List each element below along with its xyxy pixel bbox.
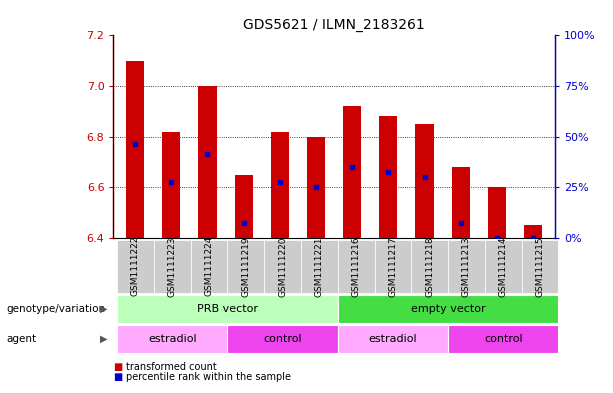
- Text: estradiol: estradiol: [368, 334, 417, 344]
- Text: GSM1111220: GSM1111220: [278, 236, 287, 296]
- Text: GSM1111213: GSM1111213: [462, 236, 471, 297]
- Text: ■: ■: [113, 362, 123, 372]
- Text: control: control: [263, 334, 302, 344]
- Text: transformed count: transformed count: [126, 362, 216, 372]
- Bar: [199, 86, 216, 238]
- Text: GSM1111221: GSM1111221: [315, 236, 324, 296]
- Bar: [235, 174, 253, 238]
- Bar: [452, 167, 470, 238]
- Bar: [307, 136, 325, 238]
- Text: GSM1111215: GSM1111215: [536, 236, 544, 297]
- Text: GSM1111217: GSM1111217: [389, 236, 397, 297]
- Bar: [524, 225, 542, 238]
- Text: agent: agent: [6, 334, 36, 344]
- Text: GSM1111216: GSM1111216: [352, 236, 360, 297]
- Text: empty vector: empty vector: [411, 304, 485, 314]
- Bar: [343, 106, 361, 238]
- Bar: [271, 132, 289, 238]
- Bar: [416, 124, 433, 238]
- Text: ▶: ▶: [100, 334, 107, 344]
- Text: GSM1111224: GSM1111224: [205, 236, 213, 296]
- Text: estradiol: estradiol: [148, 334, 197, 344]
- Bar: [488, 187, 506, 238]
- Bar: [126, 61, 144, 238]
- Text: percentile rank within the sample: percentile rank within the sample: [126, 372, 291, 382]
- Text: GSM1111218: GSM1111218: [425, 236, 434, 297]
- Bar: [379, 116, 397, 238]
- Text: PRB vector: PRB vector: [197, 304, 258, 314]
- Text: ▶: ▶: [100, 304, 107, 314]
- Text: GSM1111219: GSM1111219: [242, 236, 250, 297]
- Text: GSM1111222: GSM1111222: [131, 236, 140, 296]
- Text: genotype/variation: genotype/variation: [6, 304, 105, 314]
- Text: GSM1111214: GSM1111214: [499, 236, 508, 296]
- Text: GSM1111223: GSM1111223: [168, 236, 177, 296]
- Text: control: control: [484, 334, 523, 344]
- Bar: [162, 132, 180, 238]
- Text: ■: ■: [113, 372, 123, 382]
- Title: GDS5621 / ILMN_2183261: GDS5621 / ILMN_2183261: [243, 18, 425, 31]
